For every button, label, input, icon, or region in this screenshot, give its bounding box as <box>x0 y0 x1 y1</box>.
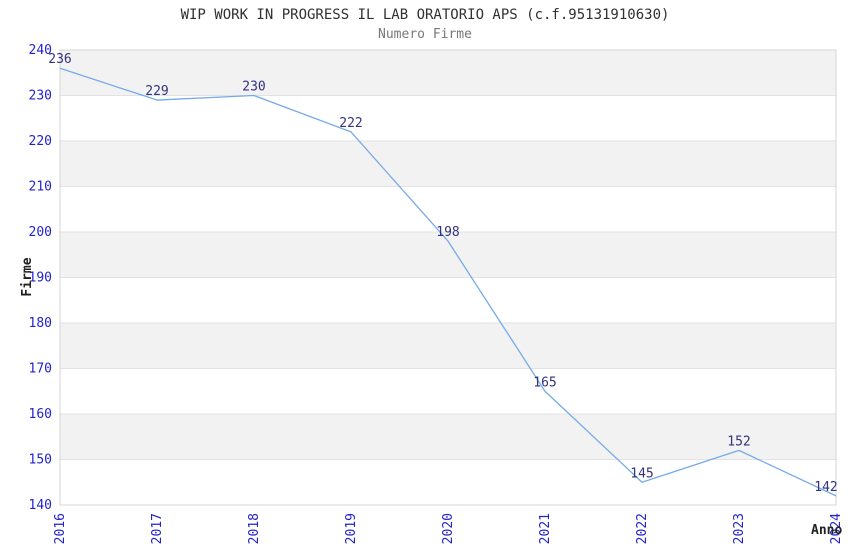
y-tick-labels: 140 150 160 170 180 190 200 210 220 230 240 <box>29 43 52 513</box>
chart-title: WIP WORK IN PROGRESS IL LAB ORATORIO APS… <box>180 7 670 23</box>
svg-text:140: 140 <box>29 498 52 513</box>
gridlines <box>59 49 837 506</box>
svg-text:180: 180 <box>29 316 52 331</box>
svg-text:145: 145 <box>630 466 653 481</box>
svg-text:2024: 2024 <box>829 513 844 544</box>
point-labels: 236 229 230 222 198 165 145 152 142 <box>48 52 837 495</box>
x-axis-title: Anno <box>811 523 843 538</box>
svg-text:240: 240 <box>29 43 52 58</box>
series-line <box>59 67 837 497</box>
svg-text:2023: 2023 <box>732 513 747 544</box>
svg-text:222: 222 <box>339 116 362 131</box>
svg-text:2019: 2019 <box>344 513 359 544</box>
chart-subtitle: Numero Firme <box>378 27 472 42</box>
svg-text:236: 236 <box>48 52 71 67</box>
svg-text:152: 152 <box>727 434 750 449</box>
svg-text:210: 210 <box>29 180 52 195</box>
x-tick-labels: 2016 2017 2018 2019 2020 2021 2022 2023 2024 <box>53 513 844 544</box>
svg-text:2020: 2020 <box>441 513 456 544</box>
svg-text:170: 170 <box>29 362 52 377</box>
svg-text:230: 230 <box>242 80 265 95</box>
svg-text:150: 150 <box>29 453 52 468</box>
svg-text:160: 160 <box>29 407 52 422</box>
svg-text:142: 142 <box>814 480 837 495</box>
svg-text:165: 165 <box>533 375 556 390</box>
y-axis-title: Firme <box>20 257 35 297</box>
plot-bands <box>60 50 836 460</box>
svg-text:198: 198 <box>436 225 459 240</box>
svg-text:190: 190 <box>29 271 52 286</box>
svg-text:2017: 2017 <box>150 513 165 544</box>
svg-text:2021: 2021 <box>538 513 553 544</box>
svg-text:2022: 2022 <box>635 513 650 544</box>
svg-text:230: 230 <box>29 89 52 104</box>
svg-text:200: 200 <box>29 225 52 240</box>
svg-text:2016: 2016 <box>53 513 68 544</box>
svg-text:229: 229 <box>145 84 168 99</box>
svg-text:220: 220 <box>29 134 52 149</box>
svg-text:2018: 2018 <box>247 513 262 544</box>
